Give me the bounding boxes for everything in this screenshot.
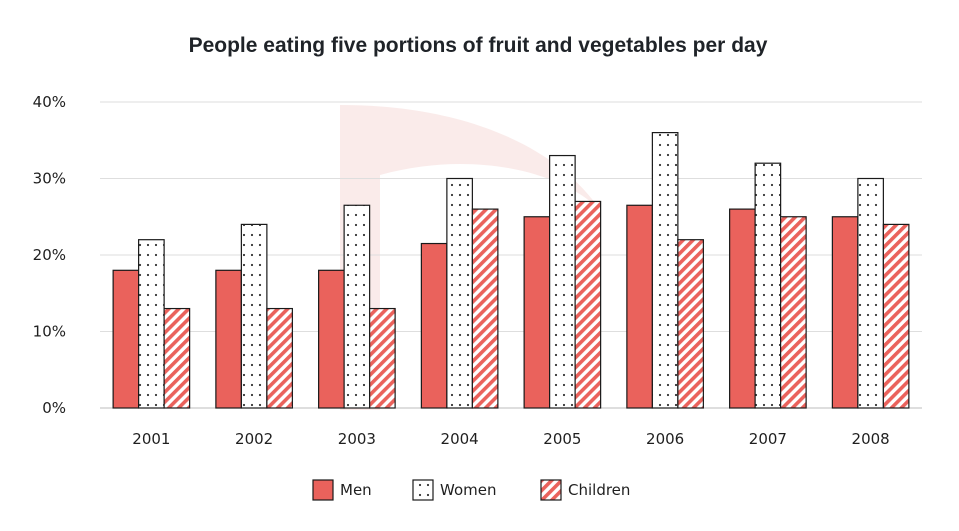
bar-men-2001 <box>112 269 140 409</box>
legend-label-men: Men <box>340 481 372 499</box>
y-tick-label: 30% <box>33 170 66 188</box>
bar-women-2002 <box>240 223 268 409</box>
bar-children-2002 <box>266 307 293 409</box>
bar-women-2008 <box>857 177 884 409</box>
bar-women-2004 <box>446 177 473 409</box>
legend: Men Women Children <box>312 479 630 501</box>
bar-women-2003 <box>343 204 371 409</box>
bar-children-2001 <box>163 307 191 409</box>
chart-title: People eating five portions of fruit and… <box>189 34 768 57</box>
legend-label-women: Women <box>440 481 496 499</box>
x-tick-label: 2003 <box>338 430 376 448</box>
x-tick-label: 2001 <box>132 430 170 448</box>
bar-women-2005 <box>549 154 576 409</box>
bar-women-2007 <box>754 162 782 409</box>
bar-children-2004 <box>471 208 499 409</box>
y-axis-ticks: 0% 10% 20% 30% 40% <box>33 93 66 417</box>
legend-swatch-women <box>412 479 434 501</box>
x-axis-ticks: 2001 2002 2003 2004 2005 2006 2007 2008 <box>132 430 889 448</box>
legend-swatch-children <box>540 479 562 501</box>
bar-men-2004 <box>420 242 448 409</box>
bar-men-2003 <box>318 269 345 409</box>
x-tick-label: 2004 <box>441 430 479 448</box>
bar-women-2006 <box>651 132 679 409</box>
bars <box>112 132 910 409</box>
bar-men-2005 <box>523 216 551 409</box>
legend-label-children: Children <box>568 481 630 499</box>
y-tick-label: 0% <box>42 399 66 417</box>
bar-men-2006 <box>626 204 653 409</box>
x-tick-label: 2006 <box>646 430 684 448</box>
y-tick-label: 20% <box>33 246 66 264</box>
bar-men-2002 <box>215 269 242 409</box>
bar-children-2005 <box>574 200 602 409</box>
y-tick-label: 40% <box>33 93 66 111</box>
x-tick-label: 2008 <box>852 430 890 448</box>
x-tick-label: 2002 <box>235 430 273 448</box>
x-tick-label: 2005 <box>543 430 581 448</box>
bar-children-2008 <box>882 223 910 409</box>
bar-children-2006 <box>677 239 704 409</box>
bar-men-2008 <box>831 216 859 409</box>
x-tick-label: 2007 <box>749 430 787 448</box>
legend-swatch-men <box>312 479 334 501</box>
bar-women-2001 <box>138 239 165 409</box>
y-tick-label: 10% <box>33 323 66 341</box>
bar-children-2007 <box>780 216 807 409</box>
bar-children-2003 <box>369 307 396 409</box>
bar-men-2007 <box>729 208 756 409</box>
